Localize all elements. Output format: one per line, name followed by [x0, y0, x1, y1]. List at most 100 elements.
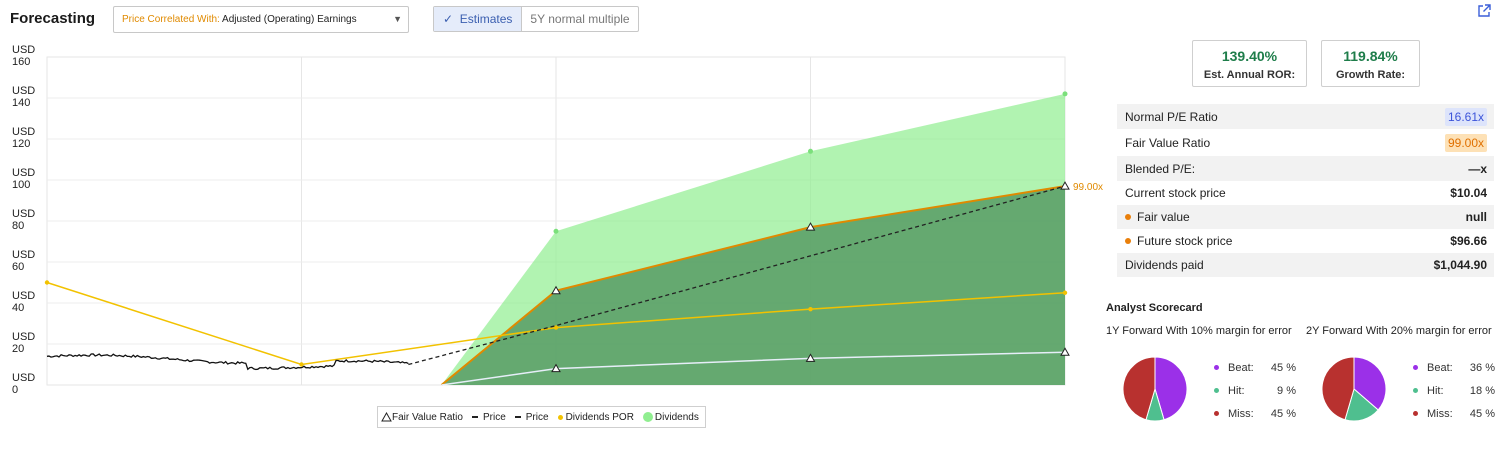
dividends-por-point[interactable] — [299, 362, 304, 367]
dividends-point[interactable] — [553, 228, 559, 234]
y-tick-value: 140 — [12, 97, 31, 109]
page-title: Forecasting — [10, 10, 96, 27]
stats-label-text: Current stock price — [1125, 186, 1226, 200]
scorecard-legend-label: Hit: — [1427, 384, 1444, 397]
stats-table: Normal P/E Ratio 16.61x Fair Value Ratio 99… — [1117, 104, 1494, 277]
stats-label-text: Normal P/E Ratio — [1125, 109, 1218, 124]
y-tick-unit: USD — [12, 331, 36, 343]
scorecard-1y-pie — [1122, 356, 1188, 422]
stats-label: Future stock price — [1125, 234, 1232, 248]
scorecard-legend-item-miss: Miss: 45 % — [1214, 402, 1296, 425]
y-tick-label: USD 60 — [12, 249, 35, 273]
est-annual-ror-card: 139.40% Est. Annual ROR: — [1192, 40, 1307, 87]
growth-rate-value: 119.84% — [1343, 48, 1398, 64]
pie-slice-beat[interactable] — [1154, 356, 1188, 421]
y-tick-value: 40 — [12, 302, 25, 314]
y-tick-label: USD 160 — [12, 44, 35, 68]
scorecard-1y-legend: Beat: 45 % Hit: 9 % Miss: 45 % — [1214, 356, 1296, 425]
legend-label: Price — [482, 411, 506, 423]
fair-value-marker[interactable] — [805, 353, 816, 362]
legend-item-fair-value-ratio[interactable]: Fair Value Ratio — [381, 412, 463, 423]
y-tick-value: 60 — [12, 261, 25, 273]
pie-slice-beat[interactable] — [1353, 356, 1387, 411]
y-tick-label: USD 40 — [12, 290, 35, 314]
y-tick-value: 100 — [12, 179, 31, 191]
est-annual-ror-value: 139.40% — [1221, 48, 1278, 64]
legend-label: Price — [525, 411, 549, 423]
fair-value-ratio-marker[interactable] — [551, 285, 561, 295]
scorecard-2y-title: 2Y Forward With 20% margin for error — [1306, 325, 1492, 337]
legend-item-price[interactable]: Price — [471, 411, 506, 423]
stats-label: Fair value — [1125, 210, 1190, 224]
scorecard-legend-label: Miss: — [1427, 407, 1453, 420]
y-tick-label: USD 120 — [12, 126, 35, 150]
dot-icon — [1214, 365, 1219, 370]
y-tick-unit: USD — [12, 85, 36, 97]
y-tick-value: 160 — [12, 56, 31, 68]
toggle-normal-multiple[interactable]: 5Y normal multiple — [530, 12, 630, 26]
dot-icon — [642, 412, 653, 422]
scorecard-legend-item-beat: Beat: 45 % — [1214, 356, 1296, 379]
stats-label-text: Future stock price — [1137, 234, 1233, 248]
scorecard-2y-pie — [1321, 356, 1387, 422]
y-tick-label: USD 100 — [12, 167, 35, 191]
scorecard-legend-label: Beat: — [1427, 361, 1453, 374]
y-tick-label: USD 0 — [12, 372, 35, 396]
dividends-por-point[interactable] — [44, 280, 50, 285]
stats-value: $96.66 — [1450, 234, 1487, 248]
dividends-por-point[interactable] — [808, 306, 813, 312]
triangle-icon — [381, 412, 392, 422]
pie-slice-miss[interactable] — [1122, 356, 1156, 421]
fair-value-marker[interactable] — [1060, 347, 1070, 356]
stats-value: —x — [1468, 161, 1487, 176]
price-correlation-select[interactable]: Price Correlated With: Adjusted (Operati… — [113, 6, 409, 33]
fair-value-ratio-marker[interactable] — [1060, 181, 1070, 190]
price-history-line — [46, 353, 409, 371]
legend-item-dividends[interactable]: Dividends — [642, 412, 699, 423]
bullet-icon — [1125, 238, 1131, 244]
dividends-por-point[interactable] — [553, 325, 559, 330]
dividends-point[interactable] — [808, 148, 813, 154]
stats-value: $1,044.90 — [1433, 258, 1487, 272]
stats-row: Current stock price $10.04 — [1117, 181, 1494, 205]
legend-item-price-2[interactable]: Price — [514, 411, 549, 423]
est-annual-ror-label: Est. Annual ROR: — [1203, 69, 1296, 81]
scorecard-legend-percent: 45 % — [1270, 361, 1296, 374]
dot-icon — [1214, 388, 1219, 393]
stats-label-text: Blended P/E: — [1125, 161, 1196, 176]
dot-icon — [1413, 365, 1418, 370]
stats-label: Current stock price — [1125, 186, 1226, 200]
stats-label-text: Fair value — [1137, 210, 1190, 224]
stats-row: Blended P/E: —x — [1117, 156, 1494, 181]
fair-value-ratio-area — [441, 186, 1066, 385]
external-link-icon[interactable] — [1477, 4, 1491, 18]
select-prefix: Price Correlated With: — [122, 14, 220, 25]
fair-value-ratio-marker[interactable] — [805, 222, 816, 231]
stats-value: 16.61x — [1444, 107, 1487, 126]
y-tick-unit: USD — [12, 290, 36, 302]
dash-icon — [471, 416, 478, 418]
fair-value-marker[interactable] — [551, 363, 561, 373]
stats-label: Normal P/E Ratio — [1125, 110, 1218, 124]
estimate-toggle: ✓ Estimates 5Y normal multiple — [433, 6, 639, 32]
scorecard-legend-label: Hit: — [1228, 384, 1245, 397]
stats-row: Fair value null — [1117, 205, 1494, 229]
bullet-icon — [1125, 214, 1131, 220]
legend-item-dividends-por[interactable]: Dividends POR — [557, 412, 634, 423]
dividends-point[interactable] — [1062, 91, 1068, 97]
price-forecast-line — [408, 185, 1066, 366]
stats-label: Dividends paid — [1125, 258, 1204, 272]
select-value: Adjusted (Operating) Earnings — [222, 14, 357, 25]
check-icon: ✓ — [443, 12, 454, 26]
y-tick-unit: USD — [12, 167, 36, 179]
stats-value: null — [1465, 210, 1487, 224]
y-tick-label: USD 20 — [12, 331, 35, 355]
scorecard-title: Analyst Scorecard — [1106, 302, 1203, 314]
pie-slice-miss[interactable] — [1321, 356, 1355, 421]
scorecard-legend-label: Miss: — [1228, 407, 1254, 420]
stats-label: Fair Value Ratio — [1125, 136, 1210, 150]
toggle-estimates[interactable]: ✓ Estimates — [434, 7, 523, 31]
dividends-por-point[interactable] — [1062, 290, 1068, 295]
stats-row: Dividends paid $1,044.90 — [1117, 253, 1494, 277]
dot-icon — [1214, 411, 1219, 416]
